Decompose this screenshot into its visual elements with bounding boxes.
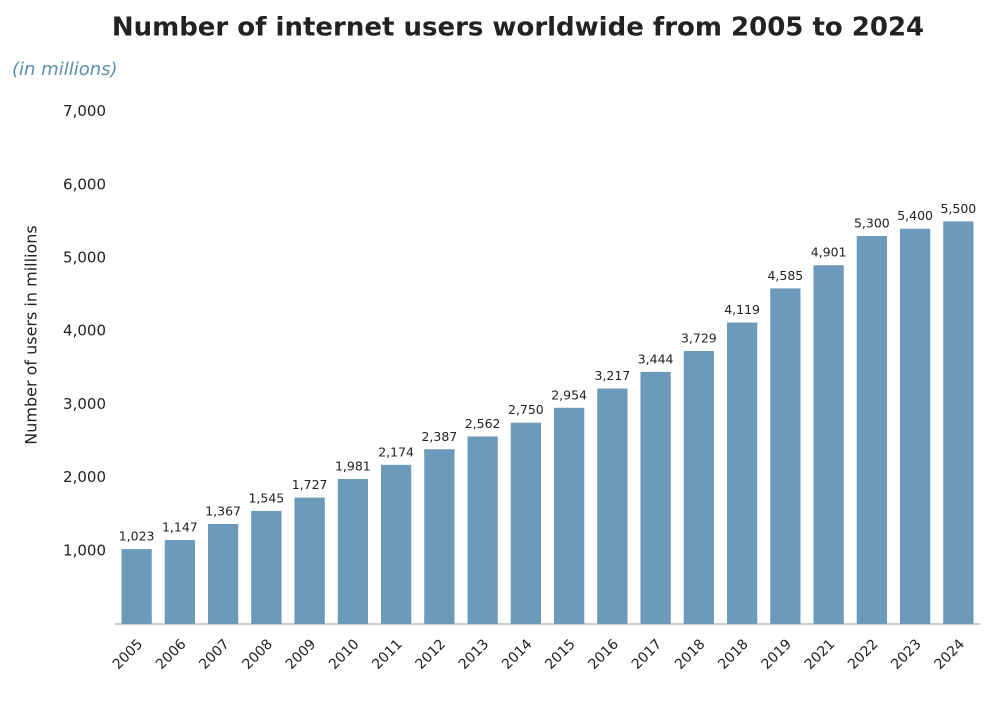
value-label: 1,367 bbox=[205, 503, 241, 518]
x-tick-label: 2008 bbox=[240, 636, 277, 673]
bar bbox=[553, 407, 585, 624]
y-tick-label: 5,000 bbox=[63, 249, 106, 267]
x-tick-label: 2017 bbox=[629, 636, 666, 673]
value-label: 4,585 bbox=[767, 268, 803, 283]
y-tick-label: 6,000 bbox=[63, 175, 106, 193]
bar bbox=[597, 388, 628, 624]
x-tick-label: 2012 bbox=[413, 636, 450, 673]
x-tick-label: 2024 bbox=[932, 636, 969, 673]
value-label: 2,387 bbox=[421, 429, 457, 444]
value-label: 4,901 bbox=[811, 245, 847, 260]
value-label: 1,023 bbox=[119, 529, 155, 544]
value-label: 2,954 bbox=[551, 387, 587, 402]
bar bbox=[467, 436, 498, 624]
bar bbox=[726, 322, 758, 624]
y-tick-label: 1,000 bbox=[63, 541, 106, 559]
value-label: 1,545 bbox=[248, 490, 284, 505]
x-tick-label: 2019 bbox=[759, 636, 796, 673]
value-label: 1,981 bbox=[335, 458, 371, 473]
bar bbox=[510, 422, 542, 624]
x-tick-label: 2014 bbox=[499, 636, 536, 673]
x-tick-label: 2006 bbox=[153, 636, 190, 673]
bar bbox=[424, 449, 455, 624]
x-tick-label: 2013 bbox=[456, 636, 493, 673]
chart-title: Number of internet users worldwide from … bbox=[112, 13, 924, 43]
bar bbox=[207, 523, 239, 624]
value-label: 3,217 bbox=[594, 368, 630, 383]
x-tick-label: 2016 bbox=[586, 636, 623, 673]
y-tick-label: 2,000 bbox=[63, 468, 106, 486]
x-tick-label: 2015 bbox=[542, 636, 579, 673]
bar bbox=[380, 464, 412, 624]
y-tick-label: 7,000 bbox=[63, 102, 106, 120]
x-tick-label: 2023 bbox=[888, 636, 925, 673]
bar bbox=[121, 549, 152, 624]
bar bbox=[251, 510, 282, 624]
value-label: 2,562 bbox=[465, 416, 501, 431]
value-label: 5,400 bbox=[897, 208, 933, 223]
value-label: 2,750 bbox=[508, 402, 544, 417]
y-tick-label: 3,000 bbox=[63, 395, 106, 413]
bar bbox=[337, 478, 369, 624]
value-label: 4,119 bbox=[724, 302, 760, 317]
x-tick-label: 2011 bbox=[369, 636, 406, 673]
value-label: 3,729 bbox=[681, 331, 717, 346]
value-label: 1,727 bbox=[292, 477, 328, 492]
x-tick-label: 2022 bbox=[845, 636, 882, 673]
x-tick-label: 2009 bbox=[283, 636, 320, 673]
value-label: 3,444 bbox=[638, 351, 674, 366]
x-tick-label: 2007 bbox=[196, 636, 233, 673]
bar bbox=[164, 540, 196, 624]
x-tick-label: 2010 bbox=[326, 636, 363, 673]
y-axis-label: Number of users in millions bbox=[22, 225, 41, 445]
x-tick-label: 2018 bbox=[672, 636, 709, 673]
value-label: 2,174 bbox=[378, 444, 414, 459]
y-tick-label: 4,000 bbox=[63, 322, 106, 340]
value-label: 1,147 bbox=[162, 520, 198, 535]
value-label: 5,500 bbox=[940, 201, 976, 216]
chart-subtitle: (in millions) bbox=[12, 59, 118, 80]
bar bbox=[770, 288, 801, 624]
bar bbox=[813, 265, 844, 624]
bar bbox=[683, 351, 715, 624]
x-tick-label: 2018 bbox=[715, 636, 752, 673]
bar bbox=[943, 221, 974, 624]
bar bbox=[856, 236, 888, 625]
x-tick-label: 2005 bbox=[110, 636, 147, 673]
value-label: 5,300 bbox=[854, 216, 890, 231]
bar bbox=[294, 497, 325, 624]
bar bbox=[899, 228, 931, 624]
x-tick-label: 2021 bbox=[802, 636, 839, 673]
bar bbox=[640, 371, 671, 624]
